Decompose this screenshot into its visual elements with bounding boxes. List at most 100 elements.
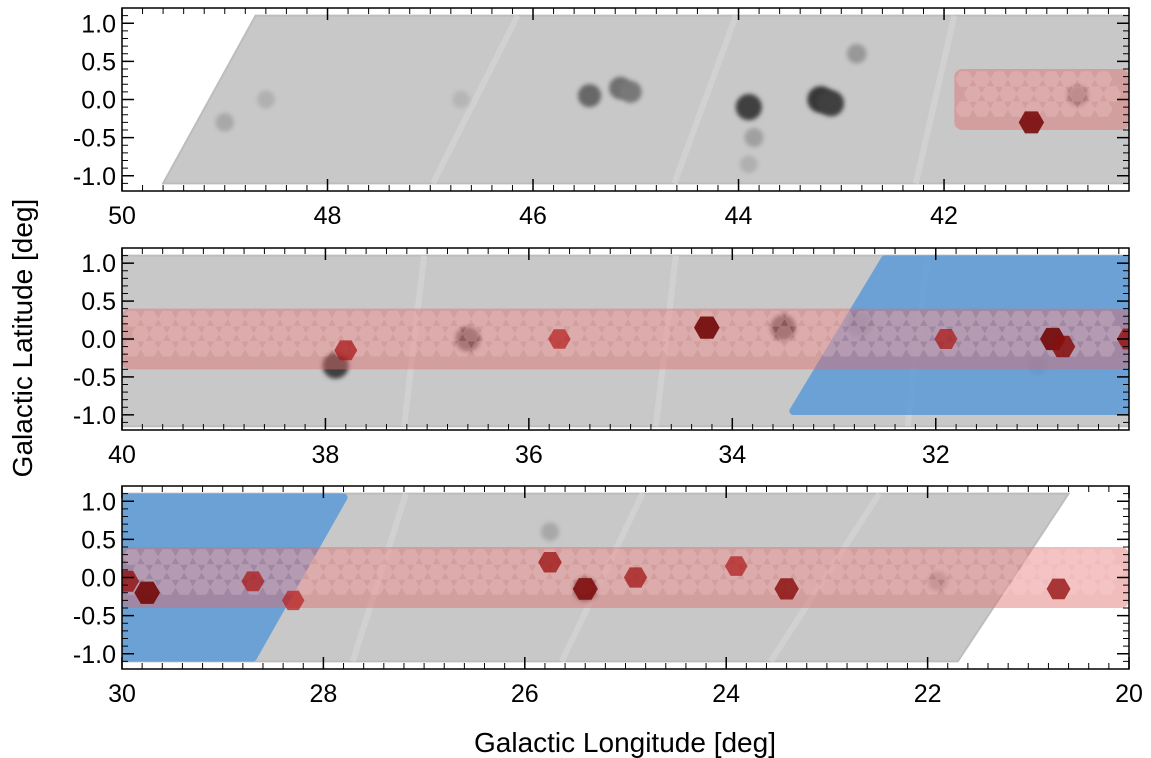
red-band-hex [331,579,350,595]
red-band-hex [792,564,811,580]
red-band-hex [314,340,333,357]
red-band-hex [183,564,202,580]
red-band-hex [1077,101,1096,117]
y-tick-label: 0.5 [81,526,116,554]
red-band-hex [331,310,350,327]
x-tick-label: 24 [712,680,740,708]
red-band-hex [270,564,289,580]
red-band-hex [418,579,437,595]
red-source [548,329,571,349]
red-band-hex [853,579,872,595]
red-band-hex [331,549,350,565]
red-band-hex [1062,549,1081,565]
red-source [934,329,958,349]
red-band-hex [819,310,837,327]
x-tick-label: 42 [930,202,958,230]
red-band-hex [471,340,489,357]
red-band-hex [697,579,716,595]
x-tick-label: 50 [108,202,136,230]
red-band-hex [297,340,315,357]
red-band-hex [1027,340,1046,357]
red-band-hex [157,340,176,357]
red-band-hex [766,340,785,357]
red-band-hex [392,564,411,580]
red-band-hex [879,325,898,342]
survey-stripe [768,491,882,664]
red-band-hex [488,549,507,565]
red-band-hex [1042,101,1061,117]
red-band-hex [366,549,385,565]
red-band-hex [1062,310,1081,327]
red-band-hex [940,549,959,565]
red-band-hex [862,325,881,342]
red-band-hex [279,340,298,357]
red-band-hex [401,310,420,327]
red-band-hex [140,549,159,565]
y-tick-label: 0.0 [81,565,116,593]
red-band-hex [444,325,463,342]
red-band-hex [418,340,437,357]
red-band-hex [244,310,263,327]
red-band-hex [998,86,1017,102]
red-band-hex [488,340,507,357]
survey-stripe [430,14,521,185]
red-band-hex [558,579,576,595]
red-band-hex [1097,549,1116,565]
red-band-hex [244,340,263,357]
plot-area [122,491,1129,664]
red-band-hex [775,564,794,580]
red-band-hex [1088,564,1107,580]
red-band-hex [1010,340,1029,357]
red-band-hex [827,325,846,342]
red-band-hex [906,579,924,595]
red-band-hex [279,310,298,327]
red-band-hex [688,564,707,580]
red-band-hex [592,549,611,565]
gray-survey-footprint [161,14,1129,185]
red-source [241,571,265,592]
red-band-hex [558,549,576,565]
red-source [724,556,748,576]
dark-source [735,94,762,121]
red-band-hex [1080,549,1098,565]
red-band-hex [314,549,333,565]
red-band-hex [610,549,629,565]
red-band-hex [236,325,255,342]
red-band-hex [1042,71,1061,87]
red-band-hex [871,340,890,357]
red-band-hex [758,325,777,342]
red-band-hex [740,325,759,342]
dark-source [455,326,481,352]
red-band-hex [253,325,272,342]
red-band-hex [288,325,307,342]
red-band-hex [914,325,933,342]
red-band-hex [1071,325,1090,342]
red-band-hex [123,340,141,357]
red-band-hex [140,340,159,357]
y-tick-label: 1.0 [81,250,116,278]
red-band-hex [1051,86,1069,102]
red-band-hex [201,564,220,580]
red-band-hex [149,325,168,342]
red-band-hex [723,325,742,342]
red-band-hex [906,549,924,565]
red-band-hex [871,310,890,327]
red-band-hex [679,579,698,595]
red-band-hex [653,325,672,342]
red-band-hex [697,549,716,565]
red-band-hex [540,579,559,595]
red-band-hex [227,549,246,565]
red-band-hex [210,579,228,595]
y-tick-label: 0.5 [81,48,116,76]
x-tick-label: 40 [108,441,136,469]
red-band-hex [749,310,768,327]
red-band-hex [1001,325,1020,342]
red-band-hex [1045,549,1064,565]
red-band-hex [1077,71,1096,87]
red-band-hex [1059,71,1078,87]
survey-stripe [401,255,428,427]
red-band-hex [453,340,472,357]
red-band-hex [923,310,942,327]
red-band-hex [523,579,542,595]
